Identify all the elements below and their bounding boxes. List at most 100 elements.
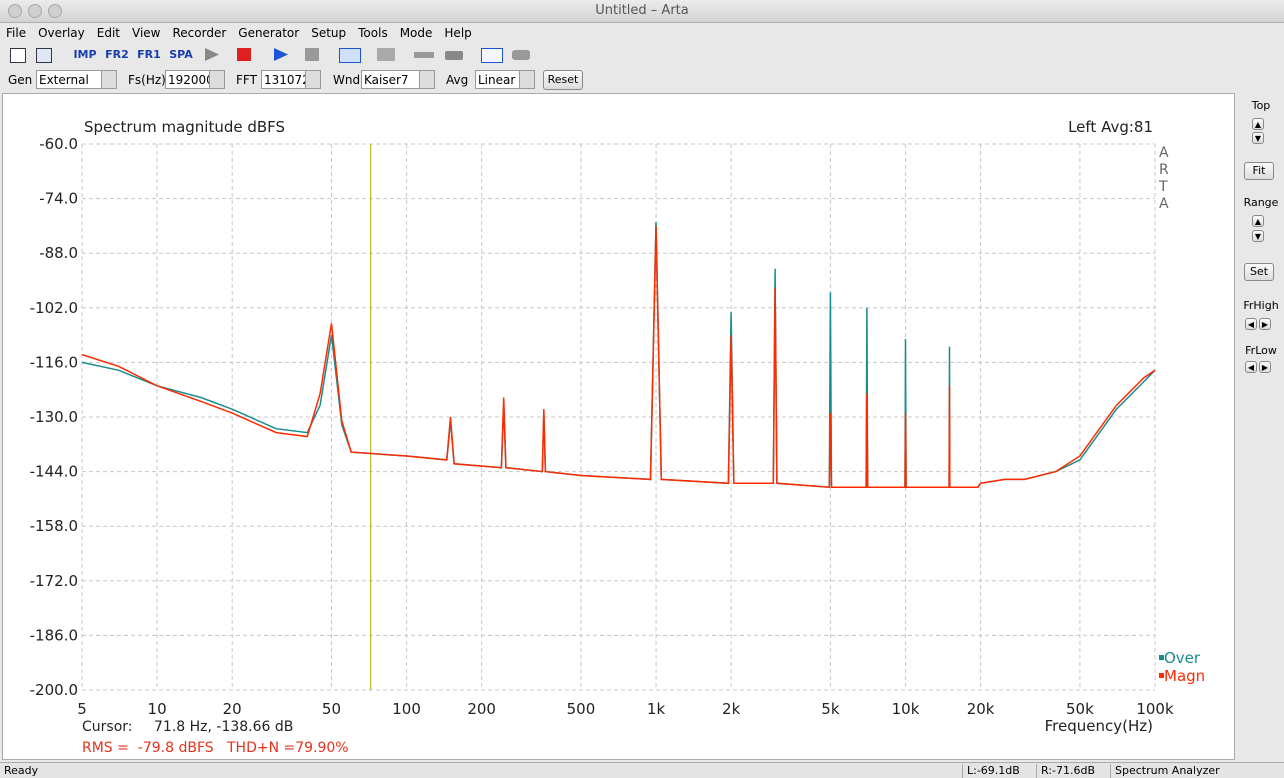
open-icon[interactable] — [36, 48, 52, 63]
menu-item[interactable]: Overlay — [38, 26, 85, 40]
cursor-label: Cursor: — [82, 719, 133, 735]
x-tick-label: 10k — [892, 700, 920, 718]
y-tick-label: -200.0 — [30, 681, 78, 699]
series-line — [81, 221, 1156, 489]
rms-readout: RMS = -79.8 dBFS THD+N =79.90% — [82, 740, 349, 756]
x-tick-label: 10 — [148, 700, 167, 718]
param-select[interactable]: 131072 — [261, 70, 321, 89]
scope-icon[interactable] — [377, 48, 395, 61]
x-tick-label: 50 — [322, 700, 341, 718]
x-tick-label: 100 — [392, 700, 421, 718]
y-tick-label: -116.0 — [30, 353, 78, 371]
y-tick-label: -186.0 — [30, 626, 78, 644]
menu-item[interactable]: View — [132, 26, 161, 40]
x-tick-label: 5k — [821, 700, 840, 718]
param-select[interactable]: Linear — [475, 70, 535, 89]
frhigh-right[interactable]: ▶ — [1259, 318, 1271, 330]
frlow-left[interactable]: ◀ — [1245, 361, 1257, 373]
fit-button[interactable]: Fit — [1244, 162, 1274, 180]
param-label: FFT — [236, 73, 257, 87]
cursor-readout: 71.8 Hz, -138.66 dB — [154, 719, 293, 735]
legend-label: Magn — [1164, 667, 1205, 685]
x-tick-label: 50k — [1066, 700, 1094, 718]
y-tick-label: -102.0 — [30, 299, 78, 317]
status-cell: L:-69.1dB — [962, 764, 1037, 778]
new-icon[interactable] — [10, 48, 26, 63]
x-tick-label: 5 — [77, 700, 87, 718]
gen-icon[interactable] — [512, 50, 530, 60]
param-select[interactable]: 192000 — [165, 70, 225, 89]
y-tick-label: -88.0 — [39, 244, 78, 262]
mode-button[interactable]: IMP — [73, 48, 97, 61]
series-line — [81, 225, 1156, 489]
menu-item[interactable]: Edit — [96, 26, 120, 40]
frhigh-label: FrHigh — [1243, 299, 1279, 312]
x-tick-label: 20 — [223, 700, 242, 718]
param-select[interactable]: Kaiser7 — [361, 70, 435, 89]
y-tick-label: -172.0 — [30, 572, 78, 590]
window-title: Untitled – Arta — [595, 3, 689, 18]
status-bar: Ready L:-69.1dB R:-71.6dB Spectrum Analyzer — [0, 762, 1284, 778]
set-button[interactable]: Set — [1244, 263, 1274, 281]
sine-icon[interactable] — [481, 48, 503, 63]
x-tick-label: 20k — [967, 700, 995, 718]
menu-item[interactable]: Setup — [311, 26, 347, 40]
top-down[interactable]: ▼ — [1252, 132, 1264, 144]
range-label: Range — [1243, 196, 1279, 209]
stop-icon[interactable] — [305, 48, 319, 61]
x-tick-label: 1k — [647, 700, 666, 718]
meter-icon[interactable] — [445, 51, 463, 60]
menu-item[interactable]: Recorder — [172, 26, 227, 40]
menu-item[interactable]: Generator — [238, 26, 300, 40]
menu-item[interactable]: File — [6, 26, 27, 40]
status-cell: R:-71.6dB — [1036, 764, 1111, 778]
x-tick-label: 200 — [467, 700, 496, 718]
menu-item[interactable]: Mode — [399, 26, 433, 40]
param-label: Gen — [8, 73, 33, 87]
x-tick-label: 2k — [722, 700, 741, 718]
frhigh-left[interactable]: ◀ — [1245, 318, 1257, 330]
mode-button[interactable]: SPA — [169, 48, 193, 61]
probe-icon[interactable] — [414, 52, 434, 58]
legend-swatch — [1159, 673, 1164, 678]
side-panel: Top ▲ ▼ Fit Range ▲ ▼ Set FrHigh ◀ ▶ FrL… — [1238, 93, 1284, 760]
y-tick-label: -74.0 — [39, 190, 78, 208]
y-tick-label: -130.0 — [30, 408, 78, 426]
reset-button[interactable]: Reset — [543, 70, 583, 90]
channel-label: Left Avg:81 — [1068, 118, 1153, 136]
param-label: Wnd — [333, 73, 361, 87]
frlow-label: FrLow — [1245, 344, 1277, 357]
plot-panel — [2, 93, 1235, 760]
x-tick-label: 100k — [1136, 700, 1174, 718]
close-button[interactable] — [8, 4, 22, 18]
y-tick-label: -144.0 — [30, 463, 78, 481]
title-bar: Untitled – Arta — [0, 0, 1284, 23]
param-label: Avg — [446, 73, 469, 87]
legend-label: Over — [1164, 649, 1201, 667]
range-up[interactable]: ▲ — [1252, 215, 1264, 227]
y-tick-label: -60.0 — [39, 135, 78, 153]
menu-bar: File Overlay Edit View Recorder Generator Setu… — [0, 24, 472, 42]
status-cell: Spectrum Analyzer — [1110, 764, 1284, 778]
top-up[interactable]: ▲ — [1252, 118, 1264, 130]
legend-swatch — [1159, 655, 1164, 660]
menu-item[interactable]: Tools — [358, 26, 388, 40]
record-icon[interactable] — [237, 48, 251, 61]
mode-button[interactable]: FR2 — [105, 48, 129, 61]
chart-title: Spectrum magnitude dBFS — [84, 118, 285, 136]
mode-button[interactable]: FR1 — [137, 48, 161, 61]
param-label: Fs(Hz) — [128, 73, 166, 87]
toolbar: IMP FR2 FR1 SPA — [0, 43, 1284, 65]
param-select[interactable]: External — [36, 70, 117, 89]
x-axis-label: Frequency(Hz) — [1045, 717, 1153, 735]
frlow-right[interactable]: ▶ — [1259, 361, 1271, 373]
zoom-button[interactable] — [48, 4, 62, 18]
y-tick-label: -158.0 — [30, 517, 78, 535]
menu-item[interactable]: Help — [444, 26, 472, 40]
abc-icon[interactable] — [339, 48, 361, 63]
range-down[interactable]: ▼ — [1252, 230, 1264, 242]
watermark: ARTA — [1159, 145, 1169, 212]
minimize-button[interactable] — [28, 4, 42, 18]
